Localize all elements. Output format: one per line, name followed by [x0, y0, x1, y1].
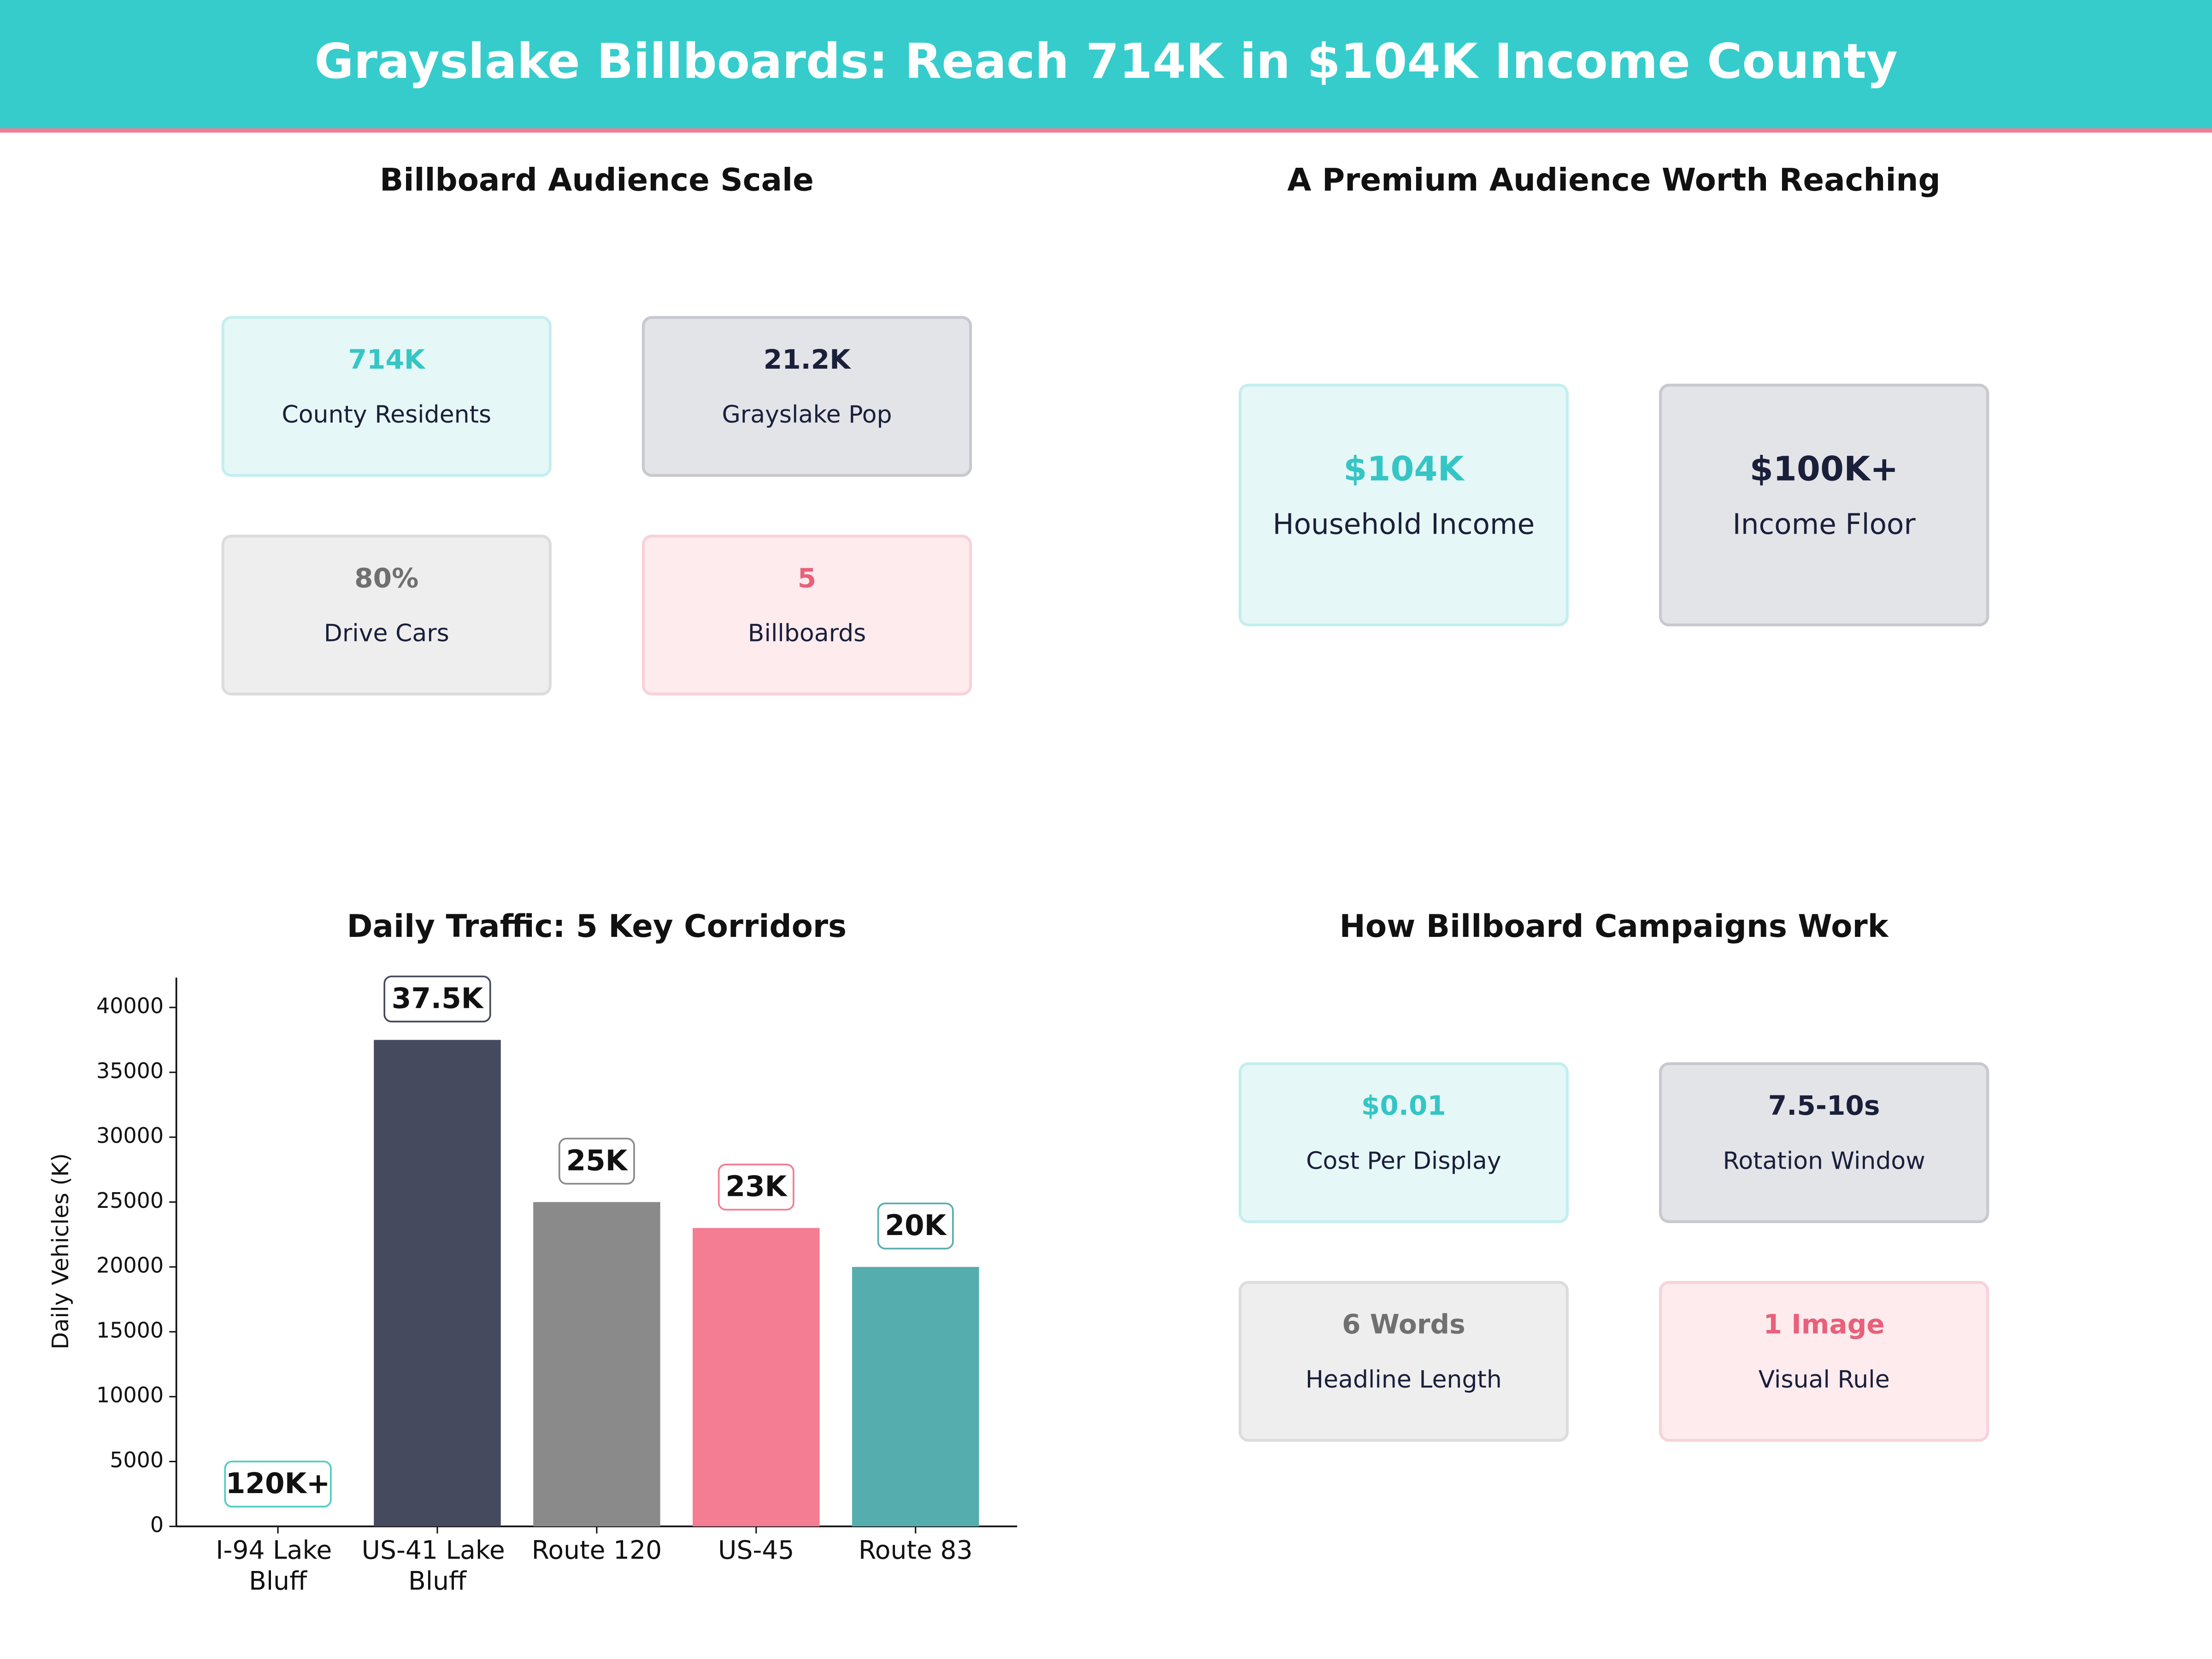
value-label: 37.5K: [392, 982, 484, 1015]
kpi-label: Rotation Window: [1723, 1147, 1925, 1175]
panel-title: Billboard Audience Scale: [380, 161, 814, 198]
bar: [852, 1267, 979, 1527]
kpi-label: Income Floor: [1733, 508, 1916, 541]
value-label-box: [718, 1164, 794, 1211]
kpi-value: 714K: [348, 344, 426, 375]
x-tick-label: I-94 Lake Bluff: [216, 1535, 340, 1595]
panel-title: A Premium Audience Worth Reaching: [1287, 161, 1940, 198]
kpi-card: [221, 535, 552, 696]
kpi-card: [1659, 1062, 1989, 1224]
panel-title: How Billboard Campaigns Work: [1340, 908, 1889, 944]
y-axis-label: Daily Vehicles (K): [47, 1153, 74, 1349]
kpi-label: Cost Per Display: [1306, 1147, 1501, 1175]
header-rule: [0, 128, 2212, 133]
kpi-value: 1 Image: [1764, 1309, 1885, 1340]
page-title: Grayslake Billboards: Reach 714K in $104…: [314, 33, 1898, 89]
header-bar: [0, 0, 2212, 129]
y-tick-label: 30000: [96, 1123, 164, 1148]
y-tick-label: 15000: [96, 1318, 164, 1342]
y-tick-label: 20000: [96, 1253, 164, 1278]
y-tick-label: 35000: [96, 1058, 164, 1083]
y-tick-label: 0: [150, 1512, 164, 1537]
kpi-card: [1238, 383, 1569, 627]
x-tick-label: Route 120: [532, 1535, 662, 1565]
kpi-card: [641, 316, 972, 477]
x-tick-label: US-41 Lake Bluff: [362, 1535, 513, 1595]
y-tick-label: 25000: [96, 1188, 164, 1213]
value-label-box: [877, 1202, 954, 1250]
y-tick-label: 5000: [110, 1447, 164, 1472]
kpi-card: [1659, 1281, 1989, 1442]
bar: [693, 1228, 820, 1527]
x-tick-label: US-45: [718, 1535, 794, 1565]
kpi-label: Visual Rule: [1759, 1366, 1890, 1394]
kpi-value: $104K: [1343, 449, 1465, 488]
kpi-value: $100K+: [1750, 449, 1899, 488]
kpi-value: $0.01: [1361, 1090, 1446, 1121]
kpi-label: Headline Length: [1306, 1366, 1502, 1394]
kpi-card: [1238, 1281, 1569, 1442]
kpi-label: Drive Cars: [324, 620, 449, 647]
kpi-card: [641, 535, 972, 696]
kpi-value: 21.2K: [764, 344, 851, 375]
value-label-box: [383, 975, 491, 1023]
kpi-value: 5: [798, 562, 816, 594]
y-tick-label: 10000: [96, 1382, 164, 1407]
kpi-value: 80%: [354, 562, 418, 594]
bar: [533, 1202, 660, 1527]
kpi-card: [1659, 383, 1989, 627]
y-tick-label: 40000: [96, 994, 164, 1018]
kpi-card: [221, 316, 552, 477]
value-label: 23K: [725, 1171, 788, 1203]
value-label: 20K: [885, 1209, 947, 1242]
value-label: 25K: [566, 1144, 629, 1177]
chart-title: Daily Traffic: 5 Key Corridors: [347, 908, 847, 944]
kpi-value: 6 Words: [1342, 1309, 1465, 1340]
bar: [374, 1040, 501, 1527]
kpi-label: Household Income: [1273, 508, 1535, 541]
kpi-label: Billboards: [748, 620, 866, 647]
value-label-box: [224, 1460, 332, 1508]
kpi-label: County Residents: [282, 401, 491, 429]
x-tick-label: Route 83: [859, 1535, 973, 1565]
value-label: 120K+: [226, 1467, 330, 1500]
value-label-box: [558, 1137, 635, 1185]
kpi-value: 7.5-10s: [1768, 1090, 1880, 1121]
kpi-card: [1238, 1062, 1569, 1224]
kpi-label: Grayslake Pop: [722, 401, 892, 429]
